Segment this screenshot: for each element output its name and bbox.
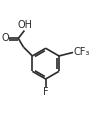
Text: F: F (43, 87, 49, 97)
Text: O: O (1, 33, 9, 43)
Text: OH: OH (17, 20, 32, 30)
Text: CF₃: CF₃ (74, 47, 90, 57)
